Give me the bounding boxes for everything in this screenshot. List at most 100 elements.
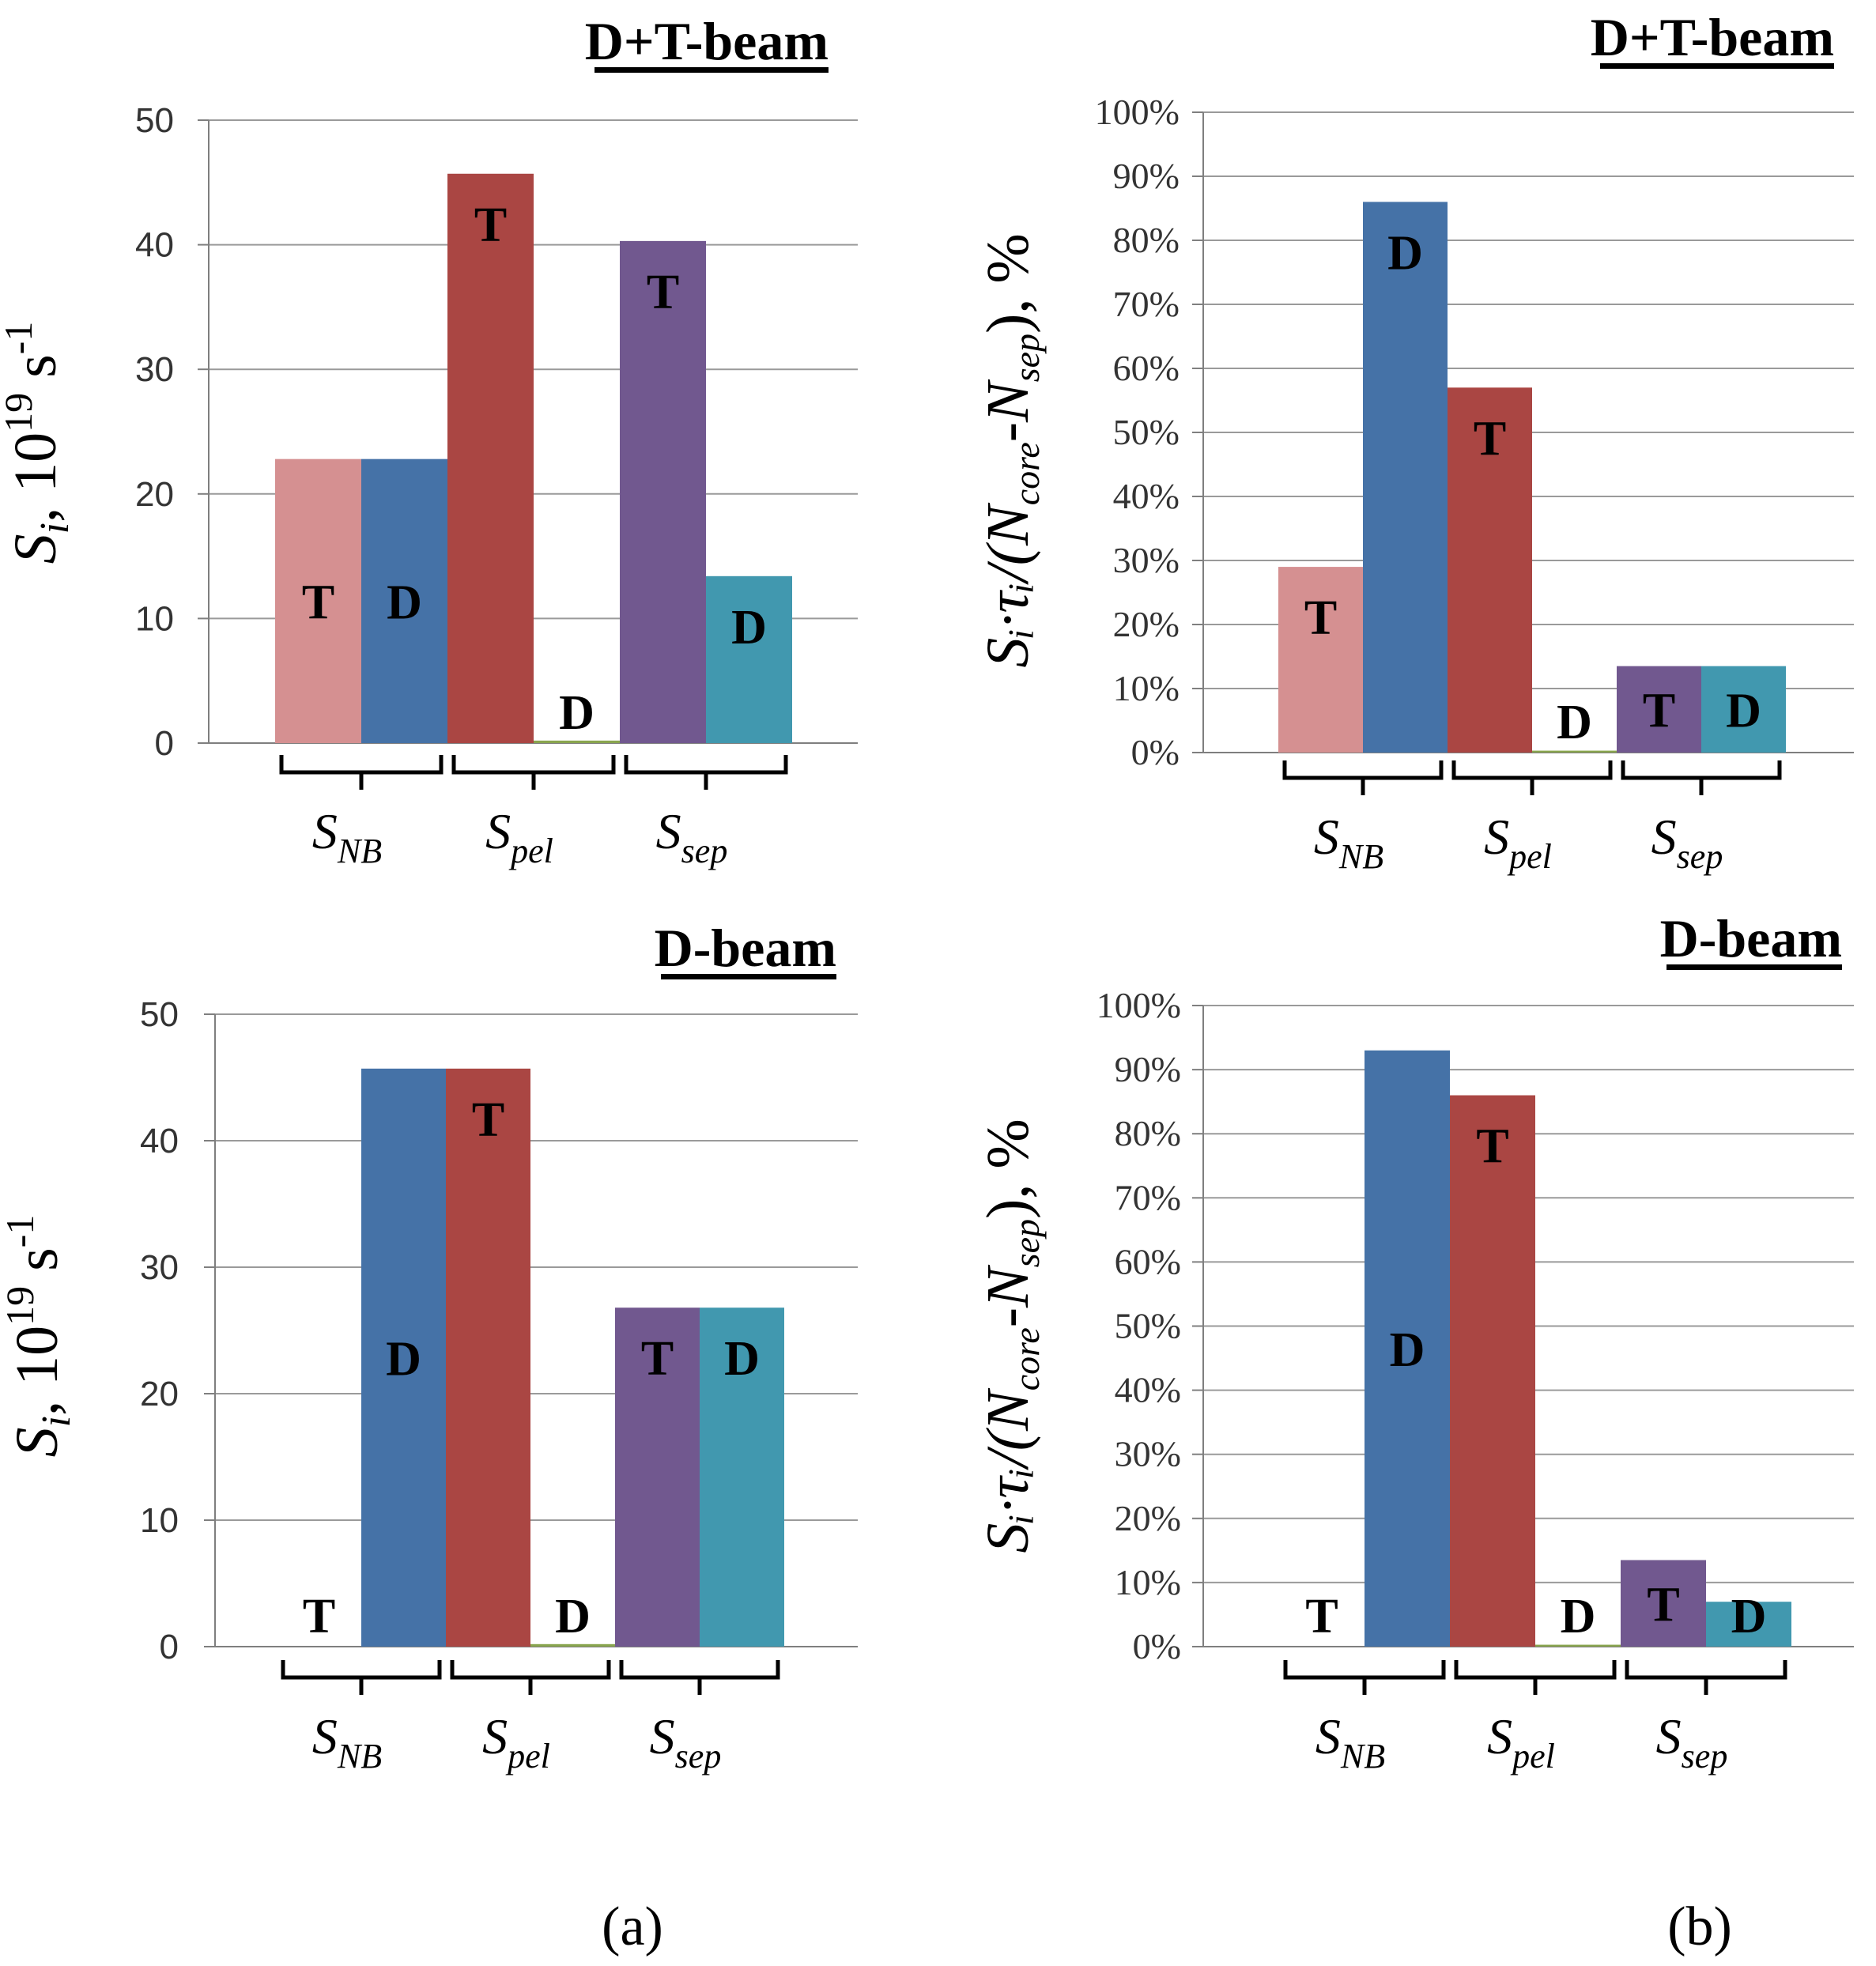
bar-D-3: [1706, 1602, 1791, 1647]
y-tick-label: 60%: [1115, 1241, 1181, 1281]
panel-label-a: (a): [602, 1896, 663, 1957]
group-brace: [1625, 1660, 1787, 1695]
group-label: Spel: [1487, 1708, 1555, 1775]
group-label: Ssep: [656, 803, 728, 870]
y-tick-label: 100%: [1095, 92, 1180, 132]
group-brace: [1451, 760, 1613, 795]
bar-label-D: D: [1726, 684, 1761, 738]
y-tick-label: 60%: [1113, 348, 1180, 388]
y-axis-label: Si, 1019 s-1: [0, 322, 77, 564]
bar-label-T: T: [1476, 1120, 1508, 1174]
bar-label-D: D: [724, 1332, 760, 1386]
group-label: SNB: [1315, 1708, 1385, 1775]
bar-D-2: [1532, 750, 1617, 753]
y-tick-label: 0: [155, 724, 174, 763]
y-tick-label: 40%: [1113, 476, 1180, 516]
bar-label-T: T: [472, 1093, 504, 1147]
title-underline: [1600, 63, 1834, 69]
group-label: SNB: [312, 1708, 382, 1775]
chart-title: D-beam: [655, 918, 836, 978]
bar-D-2: [534, 740, 620, 743]
y-tick-label: 40: [140, 1122, 179, 1160]
bar-label-T: T: [1305, 1590, 1338, 1643]
bar-label-D: D: [1390, 1323, 1425, 1377]
group-label: Ssep: [1656, 1708, 1728, 1775]
bar-label-T: T: [302, 575, 334, 629]
y-tick-label: 40%: [1115, 1370, 1181, 1410]
bar-label-D: D: [559, 686, 595, 740]
bar-label-D: D: [387, 575, 422, 629]
group-label: SNB: [1314, 809, 1383, 876]
bar-label-D: D: [1387, 226, 1423, 280]
chart-panel-4: D-beam 0% 10% 20% 30% 40% 50% 60% 70% 80% 90% 100% T…: [975, 908, 1854, 1775]
y-tick-label: 20%: [1113, 604, 1180, 644]
bar-label-T: T: [1474, 412, 1506, 466]
bar-label-D: D: [1557, 696, 1592, 749]
y-tick-label: 40: [135, 226, 174, 265]
bar-T-3: [1621, 1560, 1706, 1647]
bar-label-T: T: [1304, 591, 1337, 645]
title-underline: [595, 67, 829, 73]
bar-label-D: D: [1561, 1590, 1596, 1643]
bar-label-D: D: [731, 601, 767, 655]
title-underline: [1667, 964, 1842, 970]
y-tick-label: 10: [140, 1501, 179, 1540]
bar-D-1: [1363, 202, 1448, 753]
bar-label-D: D: [555, 1590, 591, 1643]
y-tick-label: 0%: [1133, 1626, 1181, 1666]
y-tick-label: 0%: [1131, 732, 1180, 772]
group-brace: [624, 755, 788, 790]
bar-T-1: [275, 458, 361, 743]
y-tick-label: 80%: [1113, 220, 1180, 260]
chart-panel-2: D+T-beam 0% 10% 20% 30% 40% 50% 60% 70% 80% 90% 100…: [975, 7, 1854, 876]
bar-label-T: T: [474, 198, 507, 252]
group-brace: [450, 1660, 611, 1695]
bar-T-1: [1278, 567, 1363, 753]
bar-T-2: [447, 173, 534, 743]
bar-D-2: [1535, 1644, 1621, 1647]
bar-D-2: [530, 1643, 615, 1647]
y-tick-label: 10%: [1113, 668, 1180, 708]
y-tick-label: 70%: [1115, 1177, 1181, 1217]
group-brace: [1283, 1660, 1446, 1695]
bar-D-1: [1365, 1050, 1450, 1647]
bar-label-T: T: [647, 266, 679, 319]
group-label: Ssep: [1651, 809, 1723, 876]
group-brace: [1621, 760, 1782, 795]
panel-label-b: (b): [1667, 1896, 1732, 1957]
y-axis-label: Sᵢ·τᵢ/(Ncore-Nsep), %: [975, 233, 1047, 667]
y-axis-label: Si, 1019 s-1: [0, 1215, 79, 1458]
bar-label-D: D: [1731, 1590, 1767, 1643]
y-tick-label: 20: [135, 475, 174, 514]
group-label: Spel: [1484, 809, 1552, 876]
y-axis-label: Sᵢ·τᵢ/(Ncore-Nsep), %: [975, 1119, 1047, 1553]
group-brace: [1454, 1660, 1617, 1695]
group-brace: [451, 755, 616, 790]
y-tick-label: 30%: [1113, 540, 1180, 580]
group-brace: [1282, 760, 1444, 795]
y-tick-label: 30%: [1115, 1434, 1181, 1474]
bar-D-3: [700, 1308, 784, 1647]
bar-T-2: [1450, 1095, 1535, 1647]
bar-D-1: [361, 1068, 446, 1647]
bar-T-3: [615, 1308, 700, 1647]
y-tick-label: 10%: [1115, 1562, 1181, 1602]
y-tick-label: 50%: [1113, 412, 1180, 452]
y-tick-label: 20: [140, 1375, 179, 1413]
y-tick-label: 50: [135, 101, 174, 140]
y-tick-label: 90%: [1113, 156, 1180, 196]
bar-T-3: [620, 240, 706, 743]
y-tick-label: 0: [160, 1628, 179, 1666]
y-tick-label: 10: [135, 599, 174, 638]
bar-label-T: T: [303, 1590, 335, 1643]
y-tick-label: 70%: [1113, 284, 1180, 324]
y-tick-label: 20%: [1115, 1498, 1181, 1538]
y-tick-label: 80%: [1115, 1113, 1181, 1153]
group-brace: [281, 1660, 442, 1695]
group-label: SNB: [312, 803, 382, 870]
bar-T-2: [1448, 387, 1532, 753]
bar-D-3: [706, 575, 792, 743]
y-tick-label: 50: [140, 995, 179, 1034]
